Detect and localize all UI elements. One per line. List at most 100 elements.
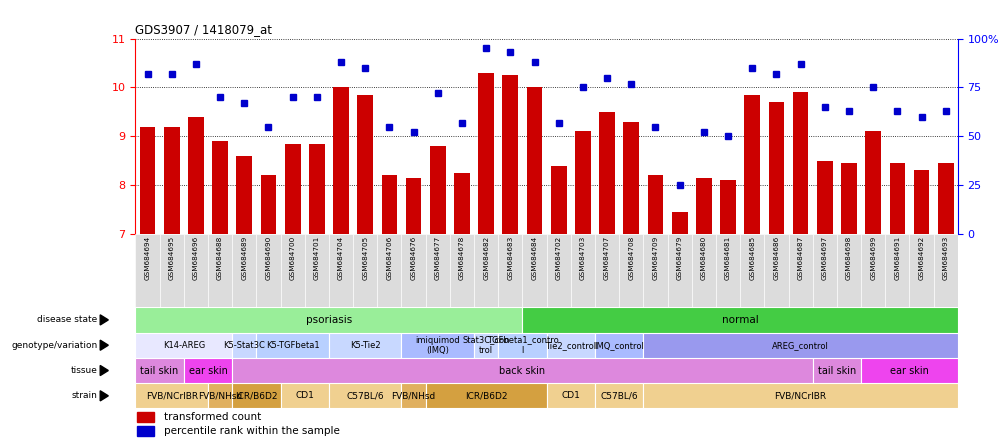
Text: GSM684708: GSM684708 <box>627 236 633 281</box>
Bar <box>430 146 445 234</box>
Text: GSM684701: GSM684701 <box>314 236 320 281</box>
Bar <box>695 178 711 234</box>
Bar <box>691 234 715 307</box>
Bar <box>885 234 909 307</box>
Text: ICR/B6D2: ICR/B6D2 <box>234 391 278 400</box>
Text: tail skin: tail skin <box>817 365 855 376</box>
Text: GSM684694: GSM684694 <box>144 236 150 281</box>
Text: AREG_control: AREG_control <box>772 341 829 350</box>
Text: GSM684682: GSM684682 <box>483 236 489 281</box>
Bar <box>574 131 590 234</box>
Bar <box>865 131 880 234</box>
Bar <box>715 234 739 307</box>
Text: GSM684707: GSM684707 <box>603 236 609 281</box>
Text: back skin: back skin <box>499 365 545 376</box>
Text: tissue: tissue <box>70 366 97 375</box>
Text: GSM684696: GSM684696 <box>192 236 198 281</box>
Bar <box>333 87 349 234</box>
Text: GSM684676: GSM684676 <box>410 236 416 281</box>
Text: GSM684700: GSM684700 <box>290 236 296 281</box>
Polygon shape <box>100 315 108 325</box>
Text: ICR/B6D2: ICR/B6D2 <box>465 391 507 400</box>
Bar <box>137 412 153 421</box>
Bar <box>889 163 905 234</box>
Text: GSM684692: GSM684692 <box>918 236 924 281</box>
Text: disease state: disease state <box>37 315 97 325</box>
Bar <box>135 383 207 408</box>
Text: K5-TGFbeta1: K5-TGFbeta1 <box>266 341 319 350</box>
Bar <box>861 358 957 383</box>
Bar <box>836 234 861 307</box>
Bar <box>667 234 691 307</box>
Text: psoriasis: psoriasis <box>306 315 352 325</box>
Bar <box>187 117 203 234</box>
Text: GSM684704: GSM684704 <box>338 236 344 281</box>
Text: percentile rank within the sample: percentile rank within the sample <box>164 426 340 436</box>
Bar <box>933 234 957 307</box>
Bar <box>768 102 784 234</box>
Bar <box>163 127 179 234</box>
Text: GSM684688: GSM684688 <box>216 236 222 281</box>
Bar <box>474 234 498 307</box>
Text: GSM684699: GSM684699 <box>870 236 876 281</box>
Bar <box>478 73 494 234</box>
Text: GSM684681: GSM684681 <box>724 236 730 281</box>
Text: normal: normal <box>721 315 758 325</box>
Bar <box>598 112 614 234</box>
Text: GSM684677: GSM684677 <box>434 236 440 281</box>
Text: FVB/NHsd: FVB/NHsd <box>197 391 241 400</box>
Bar <box>212 141 227 234</box>
Bar <box>377 234 401 307</box>
Bar <box>381 175 397 234</box>
Text: ear skin: ear skin <box>188 365 227 376</box>
Bar <box>546 234 570 307</box>
Bar <box>594 234 618 307</box>
Bar <box>618 234 642 307</box>
Bar <box>285 144 301 234</box>
Bar <box>474 333 498 358</box>
Text: K5-Stat3C: K5-Stat3C <box>223 341 265 350</box>
Bar <box>137 426 153 436</box>
Text: FVB/NCrIBR: FVB/NCrIBR <box>145 391 197 400</box>
Text: genotype/variation: genotype/variation <box>11 341 97 350</box>
Text: transformed count: transformed count <box>164 412 262 421</box>
Text: FVB/NHsd: FVB/NHsd <box>391 391 435 400</box>
Bar <box>522 234 546 307</box>
Bar <box>498 234 522 307</box>
Bar <box>812 358 861 383</box>
Bar <box>526 87 542 234</box>
Bar <box>231 383 281 408</box>
Bar <box>550 166 566 234</box>
Bar <box>329 333 401 358</box>
Polygon shape <box>100 340 108 350</box>
Text: GSM684686: GSM684686 <box>773 236 779 281</box>
Text: CD1: CD1 <box>561 391 580 400</box>
Polygon shape <box>100 365 108 376</box>
Bar <box>401 383 425 408</box>
Bar <box>135 307 522 333</box>
Text: FVB/NCrIBR: FVB/NCrIBR <box>774 391 826 400</box>
Bar <box>909 234 933 307</box>
Bar <box>743 95 760 234</box>
Bar <box>135 333 231 358</box>
Bar <box>183 234 207 307</box>
Text: GSM684678: GSM684678 <box>459 236 465 281</box>
Bar <box>913 170 929 234</box>
Bar <box>401 234 425 307</box>
Bar <box>425 383 546 408</box>
Bar <box>207 383 231 408</box>
Bar <box>647 175 662 234</box>
Bar <box>425 234 450 307</box>
Bar <box>281 383 329 408</box>
Bar <box>570 234 594 307</box>
Bar <box>135 234 159 307</box>
Text: strain: strain <box>71 391 97 400</box>
Bar <box>183 358 231 383</box>
Bar <box>817 161 832 234</box>
Bar <box>231 358 812 383</box>
Text: GSM684706: GSM684706 <box>386 236 392 281</box>
Bar <box>642 234 667 307</box>
Text: tail skin: tail skin <box>140 365 178 376</box>
Bar <box>135 358 183 383</box>
Bar <box>792 92 808 234</box>
